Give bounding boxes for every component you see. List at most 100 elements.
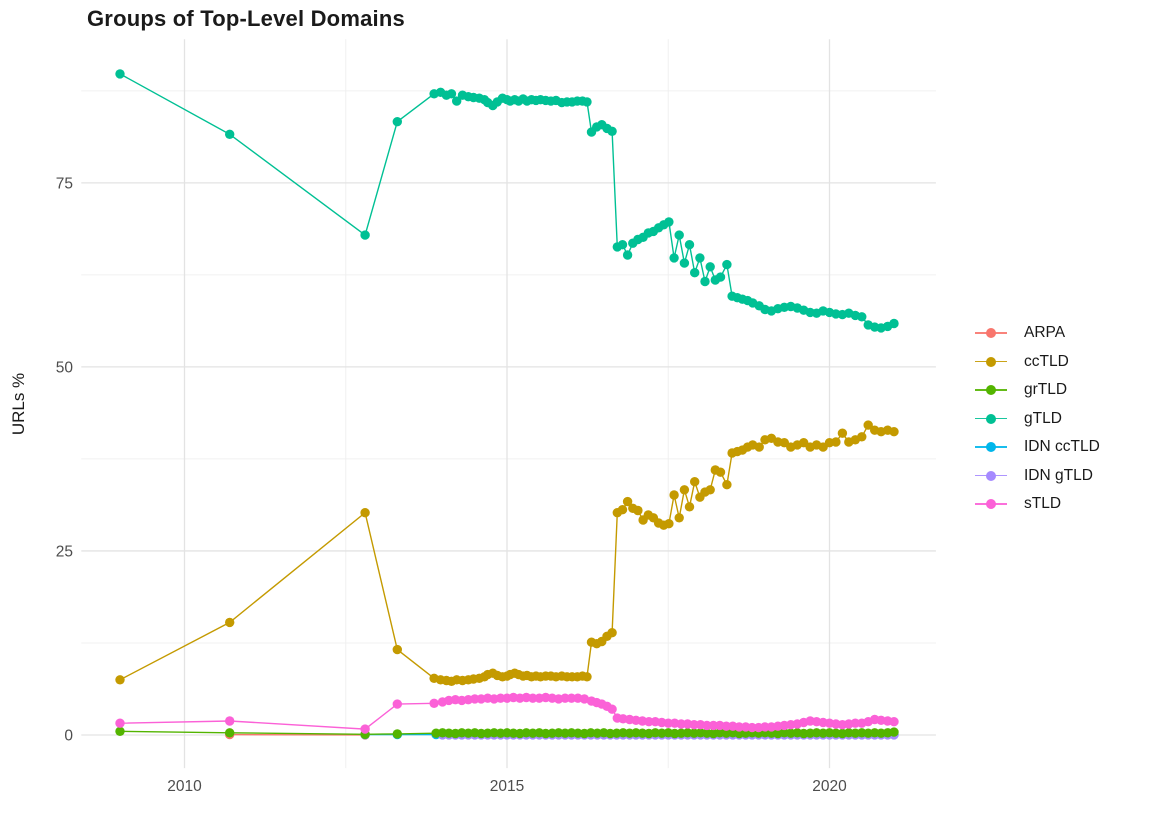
x-tick-label: 2010 (167, 778, 202, 795)
series-point-gTLD (622, 250, 633, 260)
series-point-gTLD (582, 97, 592, 107)
legend-key-icon (975, 412, 1007, 426)
series-point-gTLD (446, 89, 457, 99)
legend-label: ccTLD (1024, 352, 1069, 370)
series-point-ccTLD (633, 505, 643, 516)
legend-item-sTLD: sTLD (975, 490, 1100, 519)
series-point-sTLD (360, 724, 370, 734)
series-point-gTLD (607, 126, 617, 136)
series-point-gTLD (695, 253, 705, 263)
series-point-ccTLD (392, 644, 402, 655)
legend-dot-icon (986, 442, 996, 453)
series-point-ccTLD (705, 485, 715, 495)
series-point-ccTLD (669, 490, 679, 500)
series-point-gTLD (690, 268, 700, 278)
series-point-sTLD (429, 698, 439, 708)
series-point-ccTLD (674, 513, 684, 523)
series-point-gTLD (705, 262, 715, 272)
legend-label: sTLD (1024, 495, 1062, 513)
series-point-ccTLD (684, 502, 695, 512)
series-point-sTLD (579, 694, 590, 704)
legend-item-gTLD: gTLD (975, 405, 1100, 434)
series-point-ccTLD (582, 672, 592, 682)
series-point-gTLD (664, 217, 674, 227)
series-point-ccTLD (664, 519, 674, 529)
series-point-ccTLD (831, 437, 841, 447)
series-point-ccTLD (889, 427, 899, 437)
legend-dot-icon (986, 413, 996, 424)
series-point-gTLD (889, 318, 899, 329)
series-point-grTLD (889, 727, 899, 737)
series-point-sTLD (734, 722, 744, 732)
series-point-ccTLD (607, 628, 617, 638)
legend-label: IDN ccTLD (1024, 438, 1100, 456)
series-point-gTLD (715, 272, 726, 282)
series-point-grTLD (225, 728, 235, 738)
series-point-gTLD (669, 253, 679, 263)
legend-dot-icon (986, 470, 996, 481)
series-point-grTLD (115, 726, 125, 736)
series-point-ccTLD (857, 432, 867, 442)
series-point-gTLD (679, 258, 690, 268)
y-tick-label: 50 (56, 359, 74, 376)
series-point-ccTLD (115, 675, 125, 685)
y-tick-label: 75 (56, 175, 73, 192)
series-point-ccTLD (617, 505, 628, 515)
series-point-sTLD (607, 704, 617, 714)
legend-key-icon (975, 326, 1007, 340)
series-point-ccTLD (863, 420, 873, 430)
series-point-gTLD (392, 117, 402, 127)
series-point-ccTLD (690, 477, 700, 487)
legend-key-icon (975, 440, 1007, 454)
series-point-gTLD (674, 230, 684, 240)
legend-dot-icon (986, 499, 996, 510)
legend-dot-icon (986, 328, 996, 339)
x-tick-label: 2015 (490, 778, 524, 795)
series-point-gTLD (452, 96, 462, 106)
legend-item-ARPA: ARPA (975, 319, 1100, 348)
series-point-ccTLD (622, 496, 633, 507)
series-point-ccTLD (837, 428, 848, 438)
legend-key-icon (975, 497, 1007, 511)
legend-key-icon (975, 469, 1007, 483)
series-point-sTLD (528, 693, 538, 703)
series-point-gTLD (722, 259, 732, 270)
series-point-gTLD (617, 240, 628, 250)
legend-item-IDN-ccTLD: IDN ccTLD (975, 433, 1100, 462)
chart-title: Groups of Top-Level Domains (87, 6, 405, 31)
y-tick-label: 0 (64, 728, 73, 745)
series-point-sTLD (747, 722, 757, 733)
series-point-sTLD (392, 699, 402, 709)
series-point-gTLD (857, 312, 867, 322)
legend-dot-icon (986, 356, 996, 367)
series-point-sTLD (702, 720, 712, 731)
series-point-gTLD (684, 240, 695, 250)
legend-item-ccTLD: ccTLD (975, 348, 1100, 377)
legend-key-icon (975, 383, 1007, 397)
series-point-sTLD (115, 718, 125, 728)
x-tick-label: 2020 (812, 778, 847, 795)
series-point-ccTLD (225, 617, 235, 628)
series-point-ccTLD (722, 480, 732, 490)
legend-label: ARPA (1024, 324, 1066, 342)
series-point-ccTLD (679, 485, 690, 495)
series-point-gTLD (115, 69, 125, 79)
series-point-sTLD (721, 721, 731, 731)
y-tick-label: 25 (56, 543, 73, 560)
legend-label: gTLD (1024, 409, 1062, 427)
legend-key-icon (975, 355, 1007, 369)
legend-dot-icon (986, 385, 996, 396)
series-point-gTLD (360, 230, 370, 240)
legend-item-grTLD: grTLD (975, 376, 1100, 405)
series-point-sTLD (889, 717, 899, 727)
series-point-ccTLD (754, 442, 764, 452)
series-point-gTLD (700, 276, 710, 287)
legend-label: IDN gTLD (1024, 466, 1093, 484)
legend: ARPA ccTLD grTLD gTLD IDN ccTLD IDN gTLD sTLD (975, 319, 1100, 519)
legend-label: grTLD (1024, 381, 1068, 399)
legend-item-IDN-gTLD: IDN gTLD (975, 462, 1100, 491)
series-point-sTLD (225, 716, 235, 726)
series-point-ccTLD (360, 508, 370, 518)
